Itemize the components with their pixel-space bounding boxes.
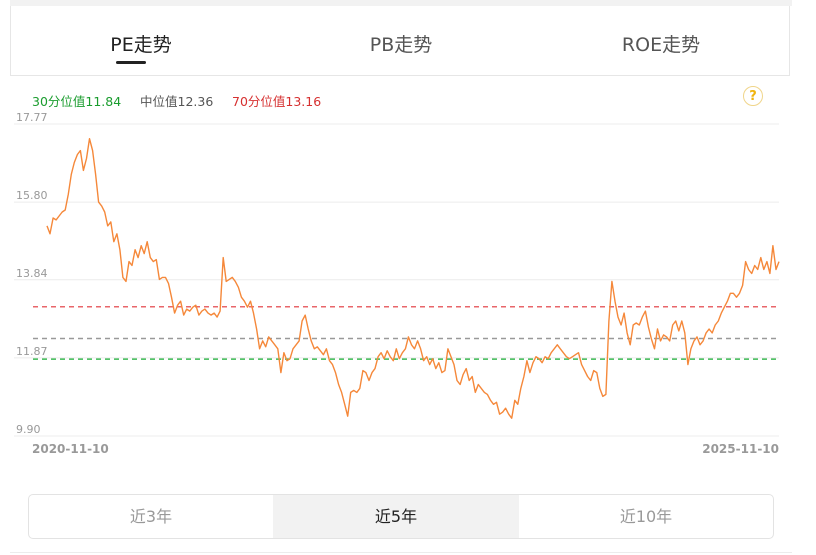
active-tab-indicator bbox=[116, 61, 146, 64]
range-10-years-button[interactable]: 近10年 bbox=[619, 507, 673, 526]
range-5-years-button[interactable]: 近5年 bbox=[273, 495, 519, 538]
y-tick-label-2: 13.84 bbox=[16, 267, 48, 280]
tab-pb-trend[interactable]: PB走势 bbox=[369, 34, 433, 56]
legend-median: 中位值12.36 bbox=[140, 94, 214, 109]
y-tick-label-4: 9.90 bbox=[16, 423, 41, 436]
pe-series-line bbox=[46, 138, 780, 419]
legend-70-percentile: 70分位值13.16 bbox=[232, 94, 322, 109]
y-axis-tick-labels: 17.77 15.80 13.84 11.87 9.90 bbox=[16, 111, 48, 436]
range-3-years-button[interactable]: 近3年 bbox=[129, 507, 173, 526]
y-tick-label-0: 17.77 bbox=[16, 111, 48, 124]
tab-roe-trend[interactable]: ROE走势 bbox=[621, 34, 701, 56]
y-tick-label-1: 15.80 bbox=[16, 189, 48, 202]
y-tick-label-3: 11.87 bbox=[16, 345, 48, 358]
x-axis-start-label: 2020-11-10 bbox=[32, 442, 109, 456]
bottom-divider bbox=[10, 552, 792, 553]
chart-gridlines bbox=[14, 123, 779, 437]
legend-30-percentile: 30分位值11.84 bbox=[32, 94, 122, 109]
pe-trend-chart: 17.77 15.80 13.84 11.87 9.90 2020-11-10 2025… bbox=[14, 111, 780, 456]
tab-bar: PE走势 PB走势 ROE走势 bbox=[10, 6, 790, 76]
time-range-selector: 近3年 近5年 近10年 bbox=[28, 494, 774, 539]
x-axis-end-label: 2025-11-10 bbox=[702, 442, 779, 456]
top-divider bbox=[10, 0, 792, 6]
tab-pe-trend[interactable]: PE走势 bbox=[110, 34, 172, 56]
help-icon[interactable]: ? bbox=[743, 86, 763, 106]
reference-lines bbox=[33, 306, 779, 360]
